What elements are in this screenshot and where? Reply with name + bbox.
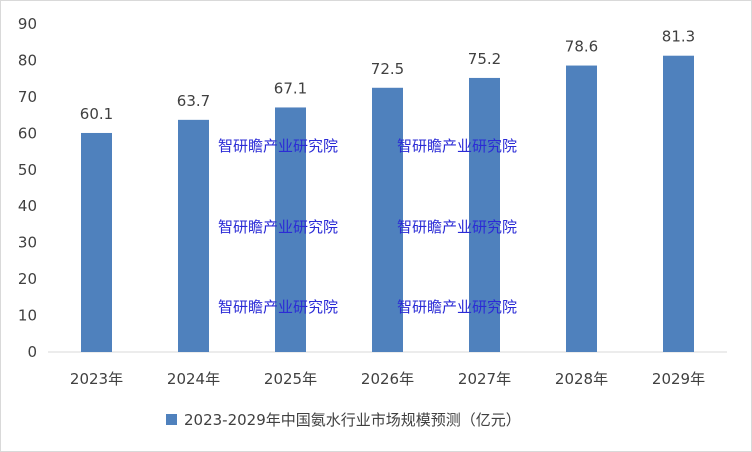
watermark-text: 智研瞻产业研究院 (218, 298, 338, 316)
x-tick-label: 2024年 (167, 370, 220, 388)
watermark-text: 智研瞻产业研究院 (397, 137, 517, 155)
y-tick-label: 90 (18, 15, 37, 33)
bar (275, 107, 306, 352)
bar (81, 132, 112, 352)
y-tick-label: 70 (18, 88, 37, 106)
y-axis-ticks: 0 10 20 30 40 50 60 70 80 90 (18, 15, 37, 361)
y-tick-label: 30 (18, 234, 37, 252)
watermark-layer: 智研瞻产业研究院 智研瞻产业研究院 智研瞻产业研究院 智研瞻产业研究院 智研瞻产… (218, 137, 517, 316)
data-label: 75.2 (468, 50, 501, 68)
bar (663, 55, 694, 352)
x-tick-label: 2023年 (70, 370, 123, 388)
watermark-text: 智研瞻产业研究院 (397, 298, 517, 316)
bar (566, 65, 597, 353)
data-label: 78.6 (565, 38, 598, 56)
y-tick-label: 60 (18, 124, 37, 142)
x-axis-ticks: 2023年 2024年 2025年 2026年 2027年 2028年 2029年 (70, 370, 705, 388)
watermark-text: 智研瞻产业研究院 (218, 218, 338, 236)
y-tick-label: 10 (18, 307, 37, 325)
x-tick-label: 2026年 (361, 370, 414, 388)
y-tick-label: 50 (18, 161, 37, 179)
y-tick-label: 40 (18, 197, 37, 215)
watermark-text: 智研瞻产业研究院 (218, 137, 338, 155)
x-tick-label: 2029年 (652, 370, 705, 388)
data-label: 63.7 (177, 92, 210, 110)
data-label: 81.3 (662, 28, 695, 46)
legend-label: 2023-2029年中国氨水行业市场规模预测（亿元） (184, 411, 521, 429)
bar (469, 77, 500, 352)
y-tick-label: 0 (27, 343, 37, 361)
bar (372, 87, 403, 353)
legend-swatch (166, 414, 177, 425)
y-tick-label: 80 (18, 51, 37, 69)
x-tick-label: 2025年 (264, 370, 317, 388)
bar-series (81, 55, 694, 353)
data-label: 60.1 (80, 105, 113, 123)
watermark-text: 智研瞻产业研究院 (397, 218, 517, 236)
y-tick-label: 20 (18, 270, 37, 288)
data-label: 67.1 (274, 79, 307, 97)
data-label: 72.5 (371, 60, 404, 78)
data-labels: 60.1 63.7 67.1 72.5 75.2 78.6 81.3 (80, 28, 695, 123)
legend: 2023-2029年中国氨水行业市场规模预测（亿元） (166, 411, 521, 429)
bar (178, 119, 209, 352)
x-tick-label: 2028年 (555, 370, 608, 388)
x-tick-label: 2027年 (458, 370, 511, 388)
